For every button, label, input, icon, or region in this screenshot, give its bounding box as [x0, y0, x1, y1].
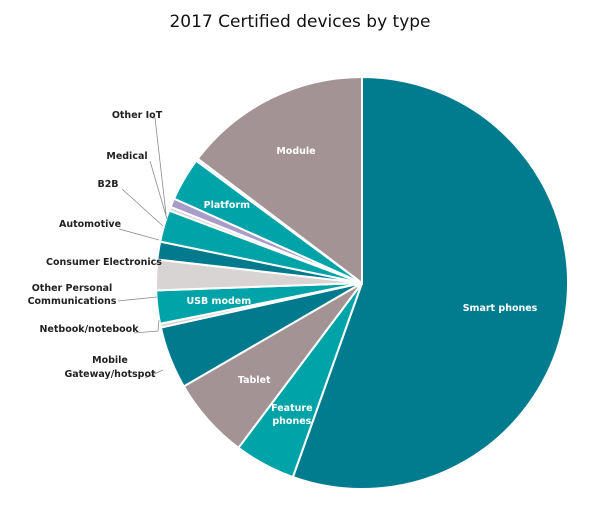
pie-slice-smart-phones	[291, 75, 569, 490]
slice-label-other-personal-communications: Other Personal Communications	[28, 283, 117, 307]
leader-line-other-personal-communications	[117, 296, 158, 302]
slice-label-platform: Platform	[204, 200, 251, 211]
slice-label-module: Module	[276, 146, 315, 157]
slice-label-feature-phones: Feature phones	[271, 403, 312, 427]
leader-line-medical	[149, 160, 168, 220]
leader-line-b2b	[121, 188, 164, 227]
slice-label-smart-phones: Smart phones	[463, 303, 538, 314]
slice-label-consumer-electronics: Consumer Electronics	[46, 257, 162, 268]
leader-line-other-iot	[152, 117, 167, 215]
leader-line-netbook-notebook	[133, 319, 160, 334]
pie-slice-module	[196, 75, 363, 286]
slice-label-usb-modem: USB modem	[186, 296, 251, 307]
slice-label-tablet: Tablet	[238, 375, 271, 386]
slice-label-b2b: B2B	[97, 179, 118, 190]
chart-title: 2017 Certified devices by type	[169, 12, 431, 32]
slice-label-mobile-gateway-hotspot: Mobile Gateway/hotspot	[64, 355, 156, 380]
slice-label-medical: Medical	[106, 151, 147, 162]
slice-label-other-iot: Other IoT	[112, 110, 163, 121]
slice-label-automotive: Automotive	[59, 219, 121, 230]
slice-label-netbook-notebook: Netbook/notebook	[39, 324, 139, 335]
leader-line-automotive	[118, 228, 160, 241]
leader-line-consumer-electronics	[154, 261, 159, 265]
leader-line-mobile-gateway-hotspot	[144, 369, 164, 379]
